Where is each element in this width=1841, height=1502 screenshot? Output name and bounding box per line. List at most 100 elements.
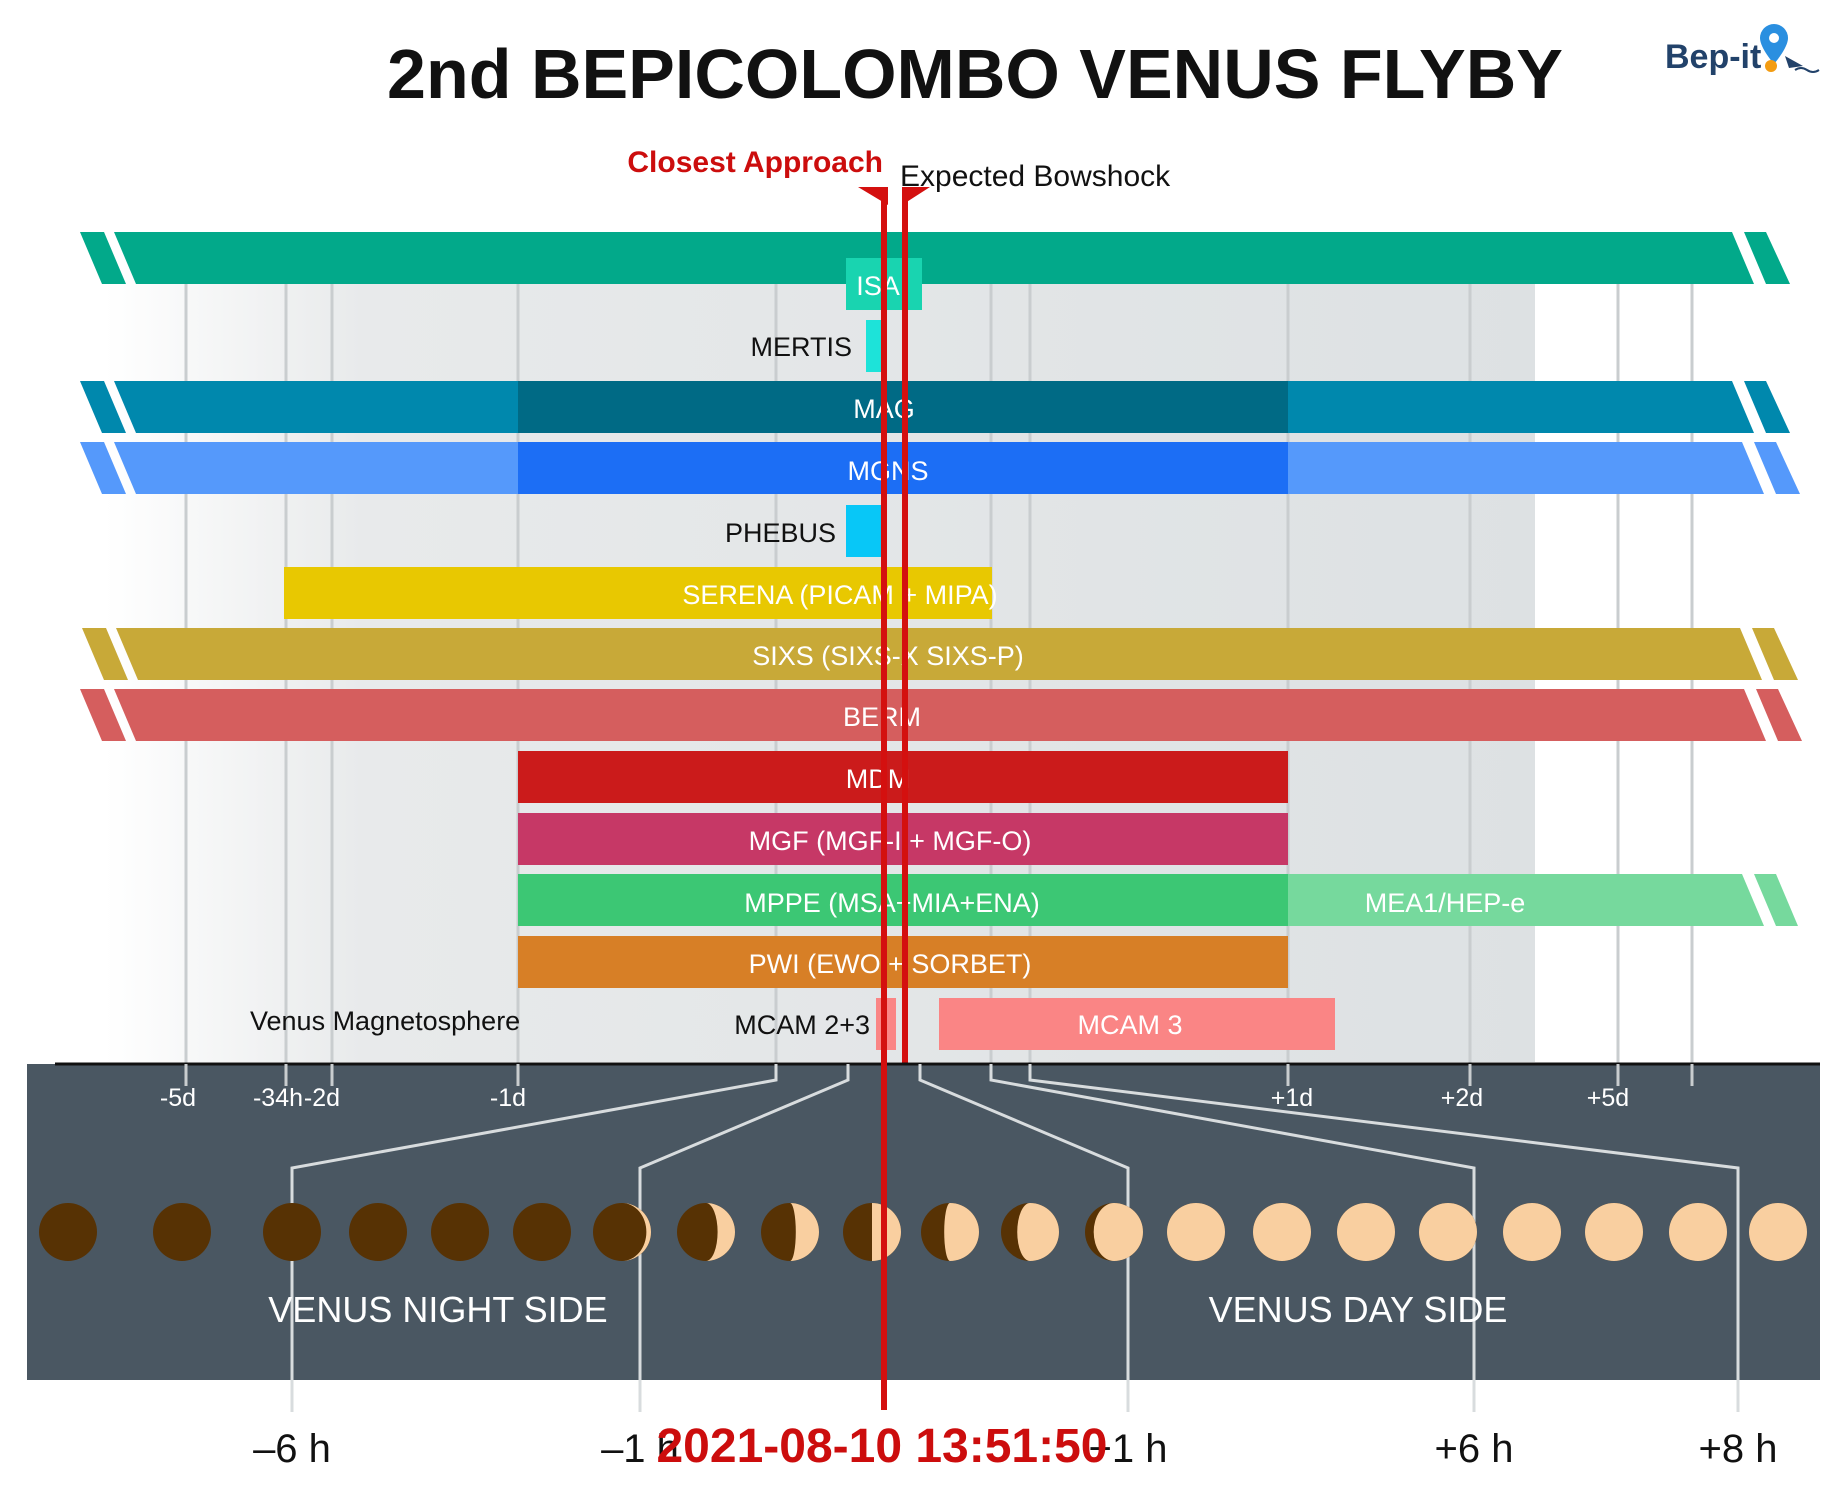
connector-line-0: [290, 1064, 778, 1412]
mcam3-label: MCAM 3: [1077, 1010, 1182, 1040]
tick-label-1: -34h: [253, 1084, 303, 1112]
hour-label-1: –1 h: [601, 1427, 679, 1471]
connector-line-1: [638, 1064, 850, 1412]
sixs-label: SIXS (SIXS-X SIXS-P): [752, 641, 1024, 671]
connector-line-2: [918, 1064, 1130, 1412]
venus-phase-0: [39, 1203, 97, 1261]
venus-phase-7: [677, 1203, 735, 1261]
mag-bar-left-cap: [80, 381, 126, 433]
mcam3-bar: [939, 998, 1335, 1050]
mag-bar-right-cap: [1744, 381, 1790, 433]
venus-phase-13: [1167, 1203, 1225, 1261]
bowshock-label: Expected Bowshock: [900, 160, 1171, 193]
sixs-bar-body: [116, 628, 1762, 680]
venus-day-part-6: [622, 1203, 651, 1261]
venus-day-part-7: [706, 1203, 735, 1261]
tick-label-2: -2d: [304, 1084, 340, 1112]
tick-label-6: +5d: [1587, 1084, 1629, 1112]
tick-label-3: -1d: [490, 1084, 526, 1112]
mgns-label: MGNS: [848, 456, 929, 486]
logo: Bep-it: [1665, 24, 1820, 76]
mdm-label: MDM: [846, 764, 910, 794]
venus-day-disc-19: [1669, 1203, 1727, 1261]
tick-label-4: +1d: [1271, 1084, 1313, 1112]
isa-label: ISA: [856, 271, 900, 301]
mgns-bar-right-cap: [1754, 442, 1800, 494]
sixs-bar-right-cap: [1752, 628, 1798, 680]
venus-day-part-8: [790, 1203, 819, 1261]
berm-bar-left-cap: [80, 689, 126, 741]
venus-phase-9: [843, 1203, 901, 1261]
venus-day-disc-14: [1253, 1203, 1311, 1261]
venus-phase-10: [921, 1203, 979, 1261]
isa-bar-right-cap: [1744, 232, 1790, 284]
serena-label: SERENA (PICAM + MIPA): [682, 580, 997, 610]
phebus-bar: [846, 505, 884, 557]
venus-day-disc-13: [1167, 1203, 1225, 1261]
venus-night-disc-1: [153, 1203, 211, 1261]
bowshock-flag-icon: [902, 187, 930, 205]
venus-day-part-11: [1017, 1203, 1059, 1261]
venus-day-disc-17: [1503, 1203, 1561, 1261]
venus-phase-4: [431, 1203, 489, 1261]
mertis-bar: [866, 320, 882, 372]
berm-bar-body: [114, 689, 1766, 741]
pwi-label: PWI (EWO + SORBET): [749, 949, 1032, 979]
venus-phase-18: [1585, 1203, 1643, 1261]
mgf-label: MGF (MGF-I + MGF-O): [749, 826, 1032, 856]
venus-phase-16: [1419, 1203, 1477, 1261]
venus-phase-6: [593, 1203, 651, 1261]
closest-approach-label: Closest Approach: [627, 146, 883, 179]
venus-day-disc-18: [1585, 1203, 1643, 1261]
hour-label-2: +1 h: [1089, 1427, 1168, 1471]
venus-phase-19: [1669, 1203, 1727, 1261]
venus-phase-11: [1001, 1203, 1059, 1261]
marker-flags: Closest Approach Expected Bowshock: [627, 146, 1171, 1066]
venus-phase-20: [1749, 1203, 1807, 1261]
mertis-label: MERTIS: [750, 332, 852, 362]
phase-connectors: [290, 1064, 1740, 1412]
venus-phase-14: [1253, 1203, 1311, 1261]
time-ticks: -5d -34h -2d -1d +1d +2d +5d: [160, 1064, 1694, 1112]
page-title: 2nd BEPICOLOMBO VENUS FLYBY: [387, 35, 1563, 113]
venus-phase-5: [513, 1203, 571, 1261]
mea-bar: [1288, 874, 1764, 926]
venus-day-disc-16: [1419, 1203, 1477, 1261]
isa-bar-body: [114, 232, 1754, 284]
venus-night-disc-2: [263, 1203, 321, 1261]
berm-bar-right-cap: [1756, 689, 1802, 741]
logo-text: Bep-it: [1665, 38, 1761, 76]
venus-phase-8: [761, 1203, 819, 1261]
venus-day-part-12: [1093, 1203, 1143, 1261]
venus-phase-15: [1337, 1203, 1395, 1261]
day-side-label: VENUS DAY SIDE: [1209, 1289, 1508, 1330]
tick-label-5: +2d: [1441, 1084, 1483, 1112]
venus-night-disc-3: [349, 1203, 407, 1261]
connector-line-4: [1028, 1064, 1740, 1412]
venus-phases: [39, 1203, 1807, 1261]
venus-day-disc-20: [1749, 1203, 1807, 1261]
venus-phase-2: [263, 1203, 321, 1261]
venus-night-disc-4: [431, 1203, 489, 1261]
venus-day-disc-15: [1337, 1203, 1395, 1261]
venus-phase-12: [1085, 1203, 1143, 1261]
venus-day-part-10: [944, 1203, 979, 1261]
night-side-label: VENUS NIGHT SIDE: [268, 1289, 607, 1330]
connector-line-3: [989, 1064, 1476, 1412]
mppe-label: MPPE (MSA+MIA+ENA): [744, 888, 1040, 918]
tick-label-0: -5d: [160, 1084, 196, 1112]
closest-approach-flag-icon: [858, 187, 888, 205]
hour-labels: –6 h –1 h +1 h +6 h +8 h: [253, 1427, 1777, 1471]
serena-bar: [284, 567, 992, 619]
venus-phase-3: [349, 1203, 407, 1261]
venus-phase-17: [1503, 1203, 1561, 1261]
hour-label-0: –6 h: [253, 1427, 331, 1471]
mgns-bar-left-cap: [80, 442, 126, 494]
closest-approach-datetime: 2021-08-10 13:51:50: [656, 1420, 1107, 1473]
hour-label-3: +6 h: [1435, 1427, 1514, 1471]
hour-label-4: +8 h: [1699, 1427, 1778, 1471]
venus-night-disc-5: [513, 1203, 571, 1261]
sixs-bar-left-cap: [82, 628, 128, 680]
phebus-label: PHEBUS: [725, 518, 836, 548]
